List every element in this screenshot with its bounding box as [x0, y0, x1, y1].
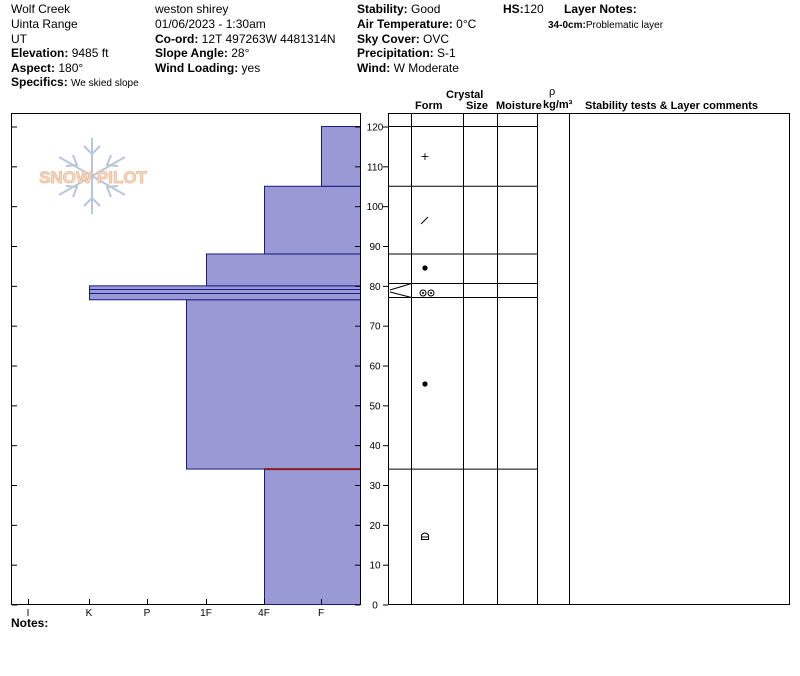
observer: weston shirey [155, 2, 229, 16]
column-rho: ρ [549, 86, 556, 98]
hardness-tick-label: P [144, 608, 151, 619]
rounded-facet-icon [421, 532, 429, 540]
wind: Wind: W Moderate [357, 61, 459, 75]
column-size: Size [466, 100, 489, 112]
depth-tick-label: 50 [369, 401, 381, 412]
depth-tick-label: 10 [369, 561, 381, 572]
stability: Stability: Good [357, 2, 441, 16]
aspect: Aspect: 180° [11, 61, 84, 75]
elevation: Elevation: 9485 ft [11, 46, 109, 60]
column-crystal: Crystal [446, 89, 484, 101]
slope-angle: Slope Angle: 28° [155, 46, 250, 60]
hardness-tick-label: I [27, 608, 30, 619]
column-form: Form [415, 100, 443, 112]
precipitation: Precipitation: S-1 [357, 46, 456, 60]
thin-layer-connector [388, 283, 412, 298]
column-density: kg/m³ [543, 99, 573, 111]
column-stability: Stability tests & Layer comments [585, 100, 759, 112]
depth-axis: 0 10 20 30 40 50 60 70 80 90 100 110 120 [360, 113, 388, 612]
datetime: 01/06/2023 - 1:30am [155, 17, 266, 31]
depth-tick-label: 30 [369, 481, 381, 492]
thin-layer-bar [89, 289, 361, 294]
depth-tick-label: 0 [372, 601, 378, 612]
melt-freeze-icon [422, 292, 424, 294]
rounded-icon [422, 381, 428, 387]
layer-note: 34-0cm:Problematic layer [548, 20, 664, 31]
state: UT [11, 32, 27, 46]
depth-tick-label: 70 [369, 322, 381, 333]
layer-table: + [388, 113, 790, 605]
hardness-tick-label: F [318, 608, 324, 619]
melt-freeze-icon [430, 292, 432, 294]
melt-freeze-icon [427, 289, 435, 297]
specifics: Specifics: We skied slope [11, 75, 139, 89]
mountain-range: Uinta Range [11, 17, 78, 31]
depth-tick-label: 120 [367, 123, 384, 134]
depth-tick-label: 110 [367, 162, 383, 173]
layer-bar [321, 126, 361, 187]
melt-freeze-icon [419, 289, 427, 297]
table-frame [388, 113, 790, 605]
decomposing-icon [420, 216, 429, 225]
layer-bar [206, 253, 361, 287]
depth-tick-label: 60 [369, 362, 381, 373]
air-temperature: Air Temperature: 0°C [357, 17, 477, 31]
layer-bar [264, 468, 361, 606]
coordinates: Co-ord: 12T 497263W 4481314N [155, 32, 336, 46]
depth-tick-label: 90 [369, 242, 381, 253]
logo-text: SNOW PILOT [39, 168, 147, 187]
notes-label: Notes: [11, 616, 49, 630]
hardness-tick-label: 4F [258, 608, 270, 619]
hardness-profile: I K P 1F 4F F [11, 113, 361, 619]
hardness-tick-label: 1F [200, 608, 212, 619]
depth-tick-label: 80 [369, 282, 381, 293]
snow-height: HS:120 [503, 2, 544, 16]
rounded-icon [422, 265, 428, 271]
depth-tick-label: 40 [369, 441, 381, 452]
layer-notes-title: Layer Notes: [564, 2, 637, 16]
sky-cover: Sky Cover: OVC [357, 32, 450, 46]
layer-bar [264, 185, 361, 255]
snowflake-icon [58, 138, 126, 214]
location: Wolf Creek [11, 2, 71, 16]
snowpilot-logo: SNOW PILOT [39, 138, 148, 214]
hardness-tick-label: K [86, 608, 93, 619]
depth-tick-label: 100 [367, 202, 384, 213]
crystal-form-icon: + [420, 150, 429, 163]
wind-loading: Wind Loading: yes [155, 61, 261, 75]
column-moisture: Moisture [496, 100, 542, 112]
depth-tick-label: 20 [369, 521, 381, 532]
layer-bar [186, 299, 361, 470]
